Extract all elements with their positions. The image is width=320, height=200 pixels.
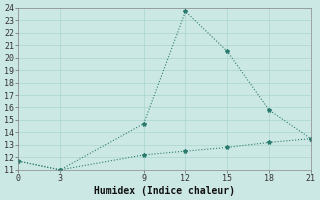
X-axis label: Humidex (Indice chaleur): Humidex (Indice chaleur) bbox=[94, 186, 235, 196]
